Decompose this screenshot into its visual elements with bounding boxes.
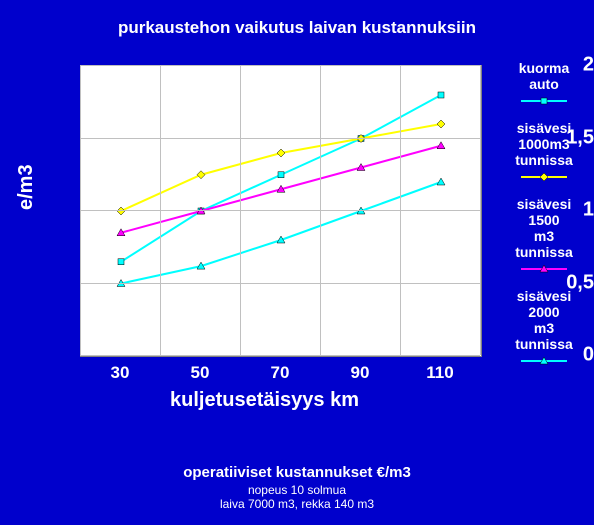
legend-label: m3 <box>504 320 584 336</box>
legend-swatch <box>519 356 569 366</box>
gridline-vertical <box>480 65 481 355</box>
x-tick-label: 110 <box>426 363 453 383</box>
legend-entry: sisävesi1000m3tunnissa <box>504 120 584 182</box>
gridline-vertical <box>240 65 241 355</box>
plot-area <box>80 65 482 357</box>
gridline-vertical <box>400 65 401 355</box>
series-svg <box>81 66 481 356</box>
y-axis-label: e/m3 <box>15 164 38 210</box>
legend-swatch <box>519 264 569 274</box>
legend-label: tunnissa <box>504 152 584 168</box>
legend-label: 1000m3 <box>504 136 584 152</box>
legend-label: 2000 <box>504 304 584 320</box>
gridline-horizontal <box>80 283 480 284</box>
x-axis-label: kuljetusetäisyys km <box>170 389 359 412</box>
legend-entry: sisävesi1500m3tunnissa <box>504 196 584 274</box>
legend-label: tunnissa <box>504 244 584 260</box>
gridline-vertical <box>320 65 321 355</box>
x-tick-label: 90 <box>351 363 370 383</box>
footer-line-3: laiva 7000 m3, rekka 140 m3 <box>0 497 594 511</box>
legend-label: auto <box>504 76 584 92</box>
series-line <box>121 182 441 284</box>
legend-label: kuorma <box>504 60 584 76</box>
x-tick-label: 70 <box>271 363 290 383</box>
legend-label: sisävesi <box>504 196 584 212</box>
gridline-horizontal <box>80 65 480 66</box>
gridline-horizontal <box>80 138 480 139</box>
legend-swatch <box>519 96 569 106</box>
gridline-horizontal <box>80 210 480 211</box>
legend: kuormaautosisävesi1000m3tunnissasisävesi… <box>504 60 584 380</box>
legend-entry: kuormaauto <box>504 60 584 106</box>
legend-label: sisävesi <box>504 288 584 304</box>
legend-label: sisävesi <box>504 120 584 136</box>
x-tick-label: 30 <box>111 363 130 383</box>
footer-line-2: nopeus 10 solmua <box>0 483 594 497</box>
gridline-vertical <box>160 65 161 355</box>
footer: operatiiviset kustannukset €/m3 nopeus 1… <box>0 464 594 511</box>
legend-swatch <box>519 172 569 182</box>
x-tick-label: 50 <box>191 363 210 383</box>
legend-label: 1500 <box>504 212 584 228</box>
chart-title: purkaustehon vaikutus laivan kustannuksi… <box>0 0 594 38</box>
footer-line-1: operatiiviset kustannukset €/m3 <box>0 464 594 481</box>
gridline-horizontal <box>80 355 480 356</box>
legend-label: tunnissa <box>504 336 584 352</box>
legend-label: m3 <box>504 228 584 244</box>
gridline-vertical <box>80 65 81 355</box>
legend-entry: sisävesi2000m3tunnissa <box>504 288 584 366</box>
